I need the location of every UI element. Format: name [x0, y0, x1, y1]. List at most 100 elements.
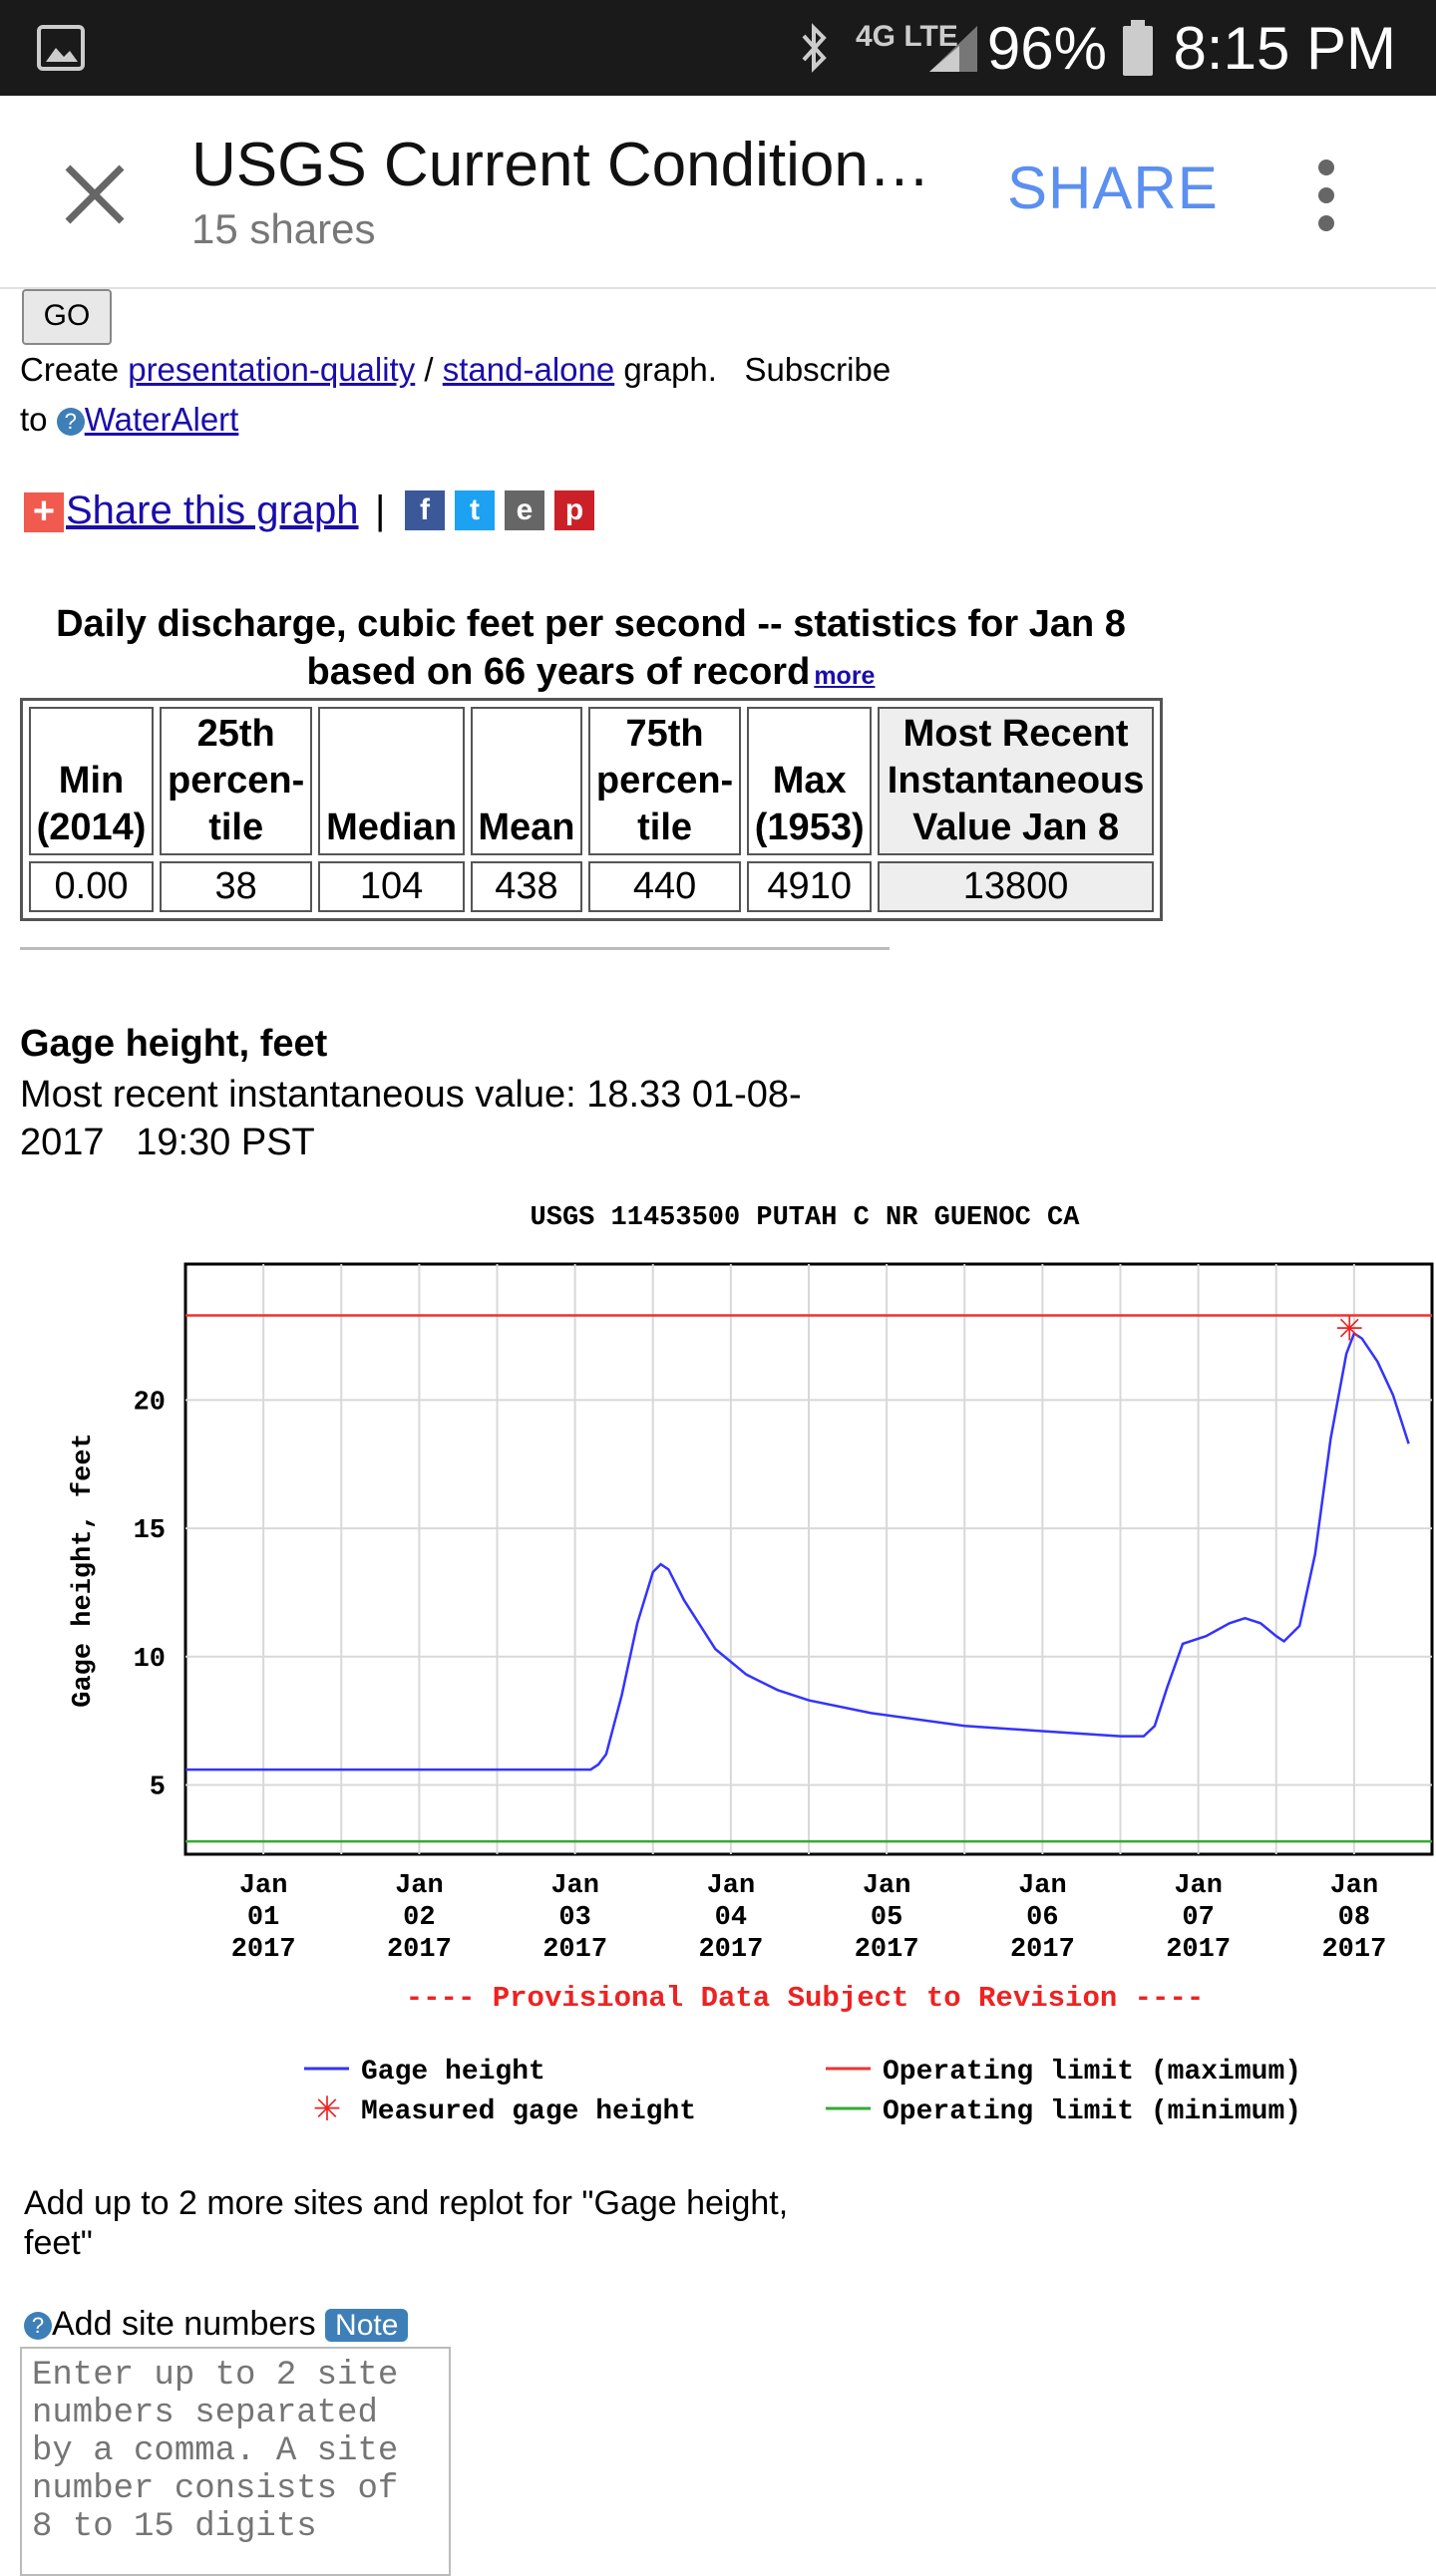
status-bar: 4G LTE 96% 8:15 PM	[0, 0, 1436, 96]
presentation-quality-link[interactable]: presentation-quality	[128, 351, 416, 388]
x-tick-label: Jan	[1330, 1871, 1379, 1901]
x-tick-label: 2017	[1166, 1935, 1231, 1965]
x-tick-label: Jan	[1018, 1871, 1067, 1901]
page-title: USGS Current Condition…	[191, 131, 929, 199]
cell-median: 104	[318, 861, 465, 912]
x-tick-label: 07	[1182, 1903, 1214, 1933]
subscribe-text: graph. Subscribe	[614, 351, 892, 388]
cell-75th: 440	[587, 861, 742, 912]
create-prefix: Create	[20, 351, 129, 388]
chart-legend: Gage height ✳ Measured gage height Opera…	[304, 2057, 1301, 2131]
x-tick-label: 2017	[855, 1935, 919, 1965]
site-numbers-input[interactable]	[20, 2347, 451, 2576]
stats-caption-record: based on 66 years of record	[306, 651, 811, 693]
close-icon[interactable]	[50, 150, 140, 239]
chart-grid	[185, 1264, 1432, 1854]
header-75th: 75th percen- tile	[587, 707, 742, 855]
gage-height-chart: USGS 11453500 PUTAH C NR GUENOC CA ✳ 5 10…	[69, 1203, 1434, 2131]
provisional-note: ---- Provisional Data Subject to Revisio…	[406, 1982, 1205, 2015]
share-count: 15 shares	[191, 205, 376, 252]
cell-25th: 38	[160, 861, 313, 912]
add-share-icon[interactable]: +	[24, 492, 64, 532]
image-icon	[37, 25, 85, 71]
stats-caption-line1: Daily discharge, cubic feet per second -…	[56, 603, 1126, 645]
share-button[interactable]: SHARE	[1007, 155, 1219, 221]
pinterest-icon[interactable]: p	[554, 490, 594, 530]
help-icon[interactable]: ?	[56, 408, 85, 436]
x-tick-label: Jan	[863, 1871, 911, 1901]
battery-percent: 96%	[986, 15, 1107, 82]
legend-operating-max: Operating limit (maximum)	[883, 2057, 1301, 2088]
replot-line2: feet"	[24, 2224, 93, 2262]
share-this-graph-link[interactable]: Share this graph	[66, 488, 359, 532]
legend-operating-min: Operating limit (minimum)	[883, 2096, 1301, 2127]
cell-most-recent: 13800	[878, 861, 1154, 912]
legend-gage-height: Gage height	[361, 2057, 545, 2088]
replot-line1: Add up to 2 more sites and replot for "G…	[24, 2184, 789, 2222]
to-text: to	[20, 401, 57, 438]
email-icon[interactable]: e	[505, 490, 544, 530]
more-vert-icon[interactable]	[1296, 156, 1356, 235]
clock: 8:15 PM	[1173, 15, 1396, 82]
legend-measured: Measured gage height	[361, 2096, 696, 2127]
x-tick-label: 06	[1026, 1903, 1058, 1933]
cell-mean: 438	[470, 861, 582, 912]
header-median: Median	[318, 707, 465, 855]
y-tick-label: 20	[134, 1388, 166, 1418]
cell-min: 0.00	[29, 861, 155, 912]
x-tick-label: Jan	[707, 1871, 756, 1901]
x-tick-label: Jan	[239, 1871, 288, 1901]
x-tick-label: 2017	[1321, 1935, 1386, 1965]
measured-point: ✳	[1335, 1313, 1364, 1351]
header-most-recent: Most Recent Instantaneous Value Jan 8	[878, 707, 1154, 855]
divider	[20, 947, 890, 950]
x-tick-label: 2017	[231, 1935, 296, 1965]
gage-recent-line1: Most recent instantaneous value: 18.33 0…	[20, 1074, 802, 1116]
note-badge[interactable]: Note	[325, 2309, 409, 2342]
header-25th: 25th percen- tile	[160, 707, 313, 855]
y-axis-label: Gage height, feet	[69, 1433, 99, 1707]
header-max: Max (1953)	[747, 707, 873, 855]
x-tick-label: 05	[871, 1903, 902, 1933]
stats-caption-line2: based on 66 years of record more	[20, 648, 1162, 700]
x-tick-label: 2017	[542, 1935, 607, 1965]
y-tick-label: 15	[134, 1516, 166, 1546]
lte-icon: 4G LTE	[856, 20, 958, 53]
x-tick-label: Jan	[395, 1871, 444, 1901]
y-tick-labels: 5 10 15 20	[134, 1388, 166, 1802]
table-row: 0.00 38 104 438 440 4910 13800	[29, 861, 1154, 912]
header-mean: Mean	[470, 707, 582, 855]
gage-heading: Gage height, feet	[20, 1023, 328, 1065]
table-header-row: Min (2014) 25th percen- tile Median Mean…	[29, 707, 1154, 855]
x-tick-labels: Jan012017Jan022017Jan032017Jan042017Jan0…	[231, 1871, 1387, 1965]
go-button[interactable]: GO	[22, 289, 112, 345]
x-tick-label: 01	[247, 1903, 279, 1933]
measured-points: ✳	[1335, 1313, 1364, 1351]
add-site-row: ? Add site numbers Note	[24, 2305, 409, 2344]
gage-recent-value: Most recent instantaneous value: 18.33 0…	[20, 1071, 802, 1166]
facebook-icon[interactable]: f	[405, 490, 445, 530]
header-min: Min (2014)	[29, 707, 155, 855]
help-icon[interactable]: ?	[24, 2312, 52, 2340]
y-tick-label: 10	[134, 1645, 166, 1675]
signal-icon	[929, 26, 977, 72]
operating-limits	[185, 1314, 1432, 1843]
stand-alone-link[interactable]: stand-alone	[442, 351, 615, 388]
x-tick-label: 2017	[698, 1935, 763, 1965]
pipe-separator: |	[375, 488, 386, 532]
create-graph-line: Create presentation-quality / stand-alon…	[20, 351, 891, 389]
twitter-icon[interactable]: t	[455, 490, 495, 530]
subscribe-line: to ? WaterAlert	[20, 401, 238, 439]
statistics-table: Min (2014) 25th percen- tile Median Mean…	[20, 698, 1163, 921]
stats-caption: Daily discharge, cubic feet per second -…	[20, 600, 1162, 700]
x-tick-label: 04	[715, 1903, 747, 1933]
slash-separator: /	[415, 351, 443, 388]
cell-max: 4910	[747, 861, 873, 912]
more-link[interactable]: more	[814, 662, 876, 690]
legend-swatch-measured: ✳	[313, 2093, 342, 2131]
wateralert-link[interactable]: WaterAlert	[84, 401, 239, 438]
x-tick-label: Jan	[1174, 1871, 1223, 1901]
x-tick-label: Jan	[550, 1871, 599, 1901]
x-tick-label: 08	[1338, 1903, 1370, 1933]
gage-recent-line2: 2017 19:30 PST	[20, 1122, 315, 1163]
